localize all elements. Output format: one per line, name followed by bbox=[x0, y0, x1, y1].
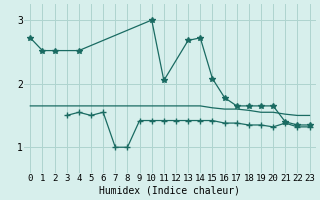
X-axis label: Humidex (Indice chaleur): Humidex (Indice chaleur) bbox=[100, 186, 240, 196]
